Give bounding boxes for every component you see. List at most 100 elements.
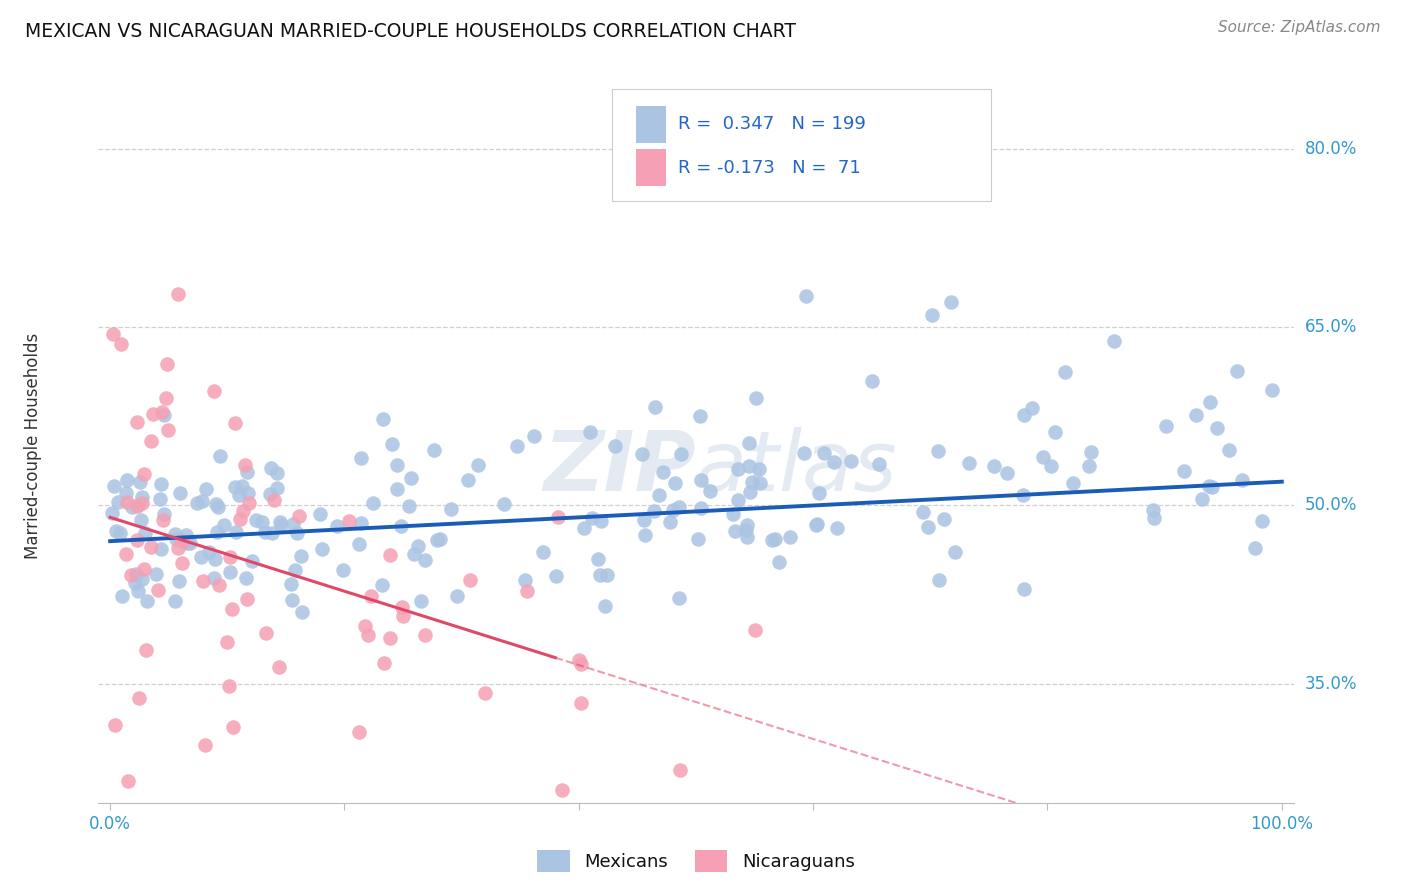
Point bbox=[174, 528, 197, 542]
Point bbox=[110, 525, 132, 540]
Point bbox=[727, 462, 749, 476]
Point bbox=[411, 594, 433, 608]
Point bbox=[224, 480, 246, 494]
Point bbox=[235, 571, 257, 585]
Point bbox=[136, 594, 159, 608]
Point bbox=[401, 471, 423, 485]
Point bbox=[589, 567, 612, 582]
Point bbox=[221, 602, 243, 616]
Point bbox=[146, 583, 169, 598]
Point bbox=[690, 500, 713, 515]
Point bbox=[669, 447, 692, 461]
Point bbox=[1142, 502, 1164, 516]
Point bbox=[572, 521, 595, 535]
Point bbox=[354, 619, 377, 633]
Point bbox=[204, 497, 226, 511]
Point bbox=[101, 326, 124, 341]
Point bbox=[569, 696, 592, 710]
Point bbox=[957, 456, 980, 470]
Point bbox=[131, 572, 153, 586]
Point bbox=[398, 499, 420, 513]
Point bbox=[363, 496, 385, 510]
Point bbox=[115, 486, 138, 500]
Point bbox=[215, 634, 238, 648]
Point bbox=[1012, 408, 1035, 422]
Point bbox=[392, 608, 415, 623]
Point bbox=[350, 516, 373, 530]
Point bbox=[291, 605, 314, 619]
Point bbox=[104, 717, 127, 731]
Point bbox=[252, 515, 274, 529]
Point bbox=[689, 473, 711, 487]
Point bbox=[727, 492, 749, 507]
Point bbox=[749, 476, 772, 491]
Point bbox=[1078, 459, 1101, 474]
Point bbox=[150, 542, 173, 557]
Point bbox=[467, 458, 489, 473]
Point bbox=[839, 453, 862, 467]
Point bbox=[266, 481, 288, 495]
Point bbox=[1260, 384, 1282, 398]
Point bbox=[446, 590, 468, 604]
Point bbox=[983, 459, 1005, 474]
Point bbox=[426, 533, 449, 547]
Point bbox=[1206, 420, 1229, 434]
Point bbox=[740, 485, 762, 500]
Point bbox=[1198, 395, 1220, 409]
Point bbox=[176, 536, 198, 550]
Point bbox=[658, 515, 681, 529]
Point bbox=[1102, 334, 1125, 348]
Point bbox=[325, 519, 347, 533]
Point bbox=[1012, 847, 1035, 861]
Point bbox=[391, 599, 413, 614]
Point bbox=[385, 458, 408, 472]
Point bbox=[281, 592, 304, 607]
Point bbox=[588, 551, 610, 566]
Point bbox=[603, 439, 626, 453]
Point bbox=[236, 465, 259, 479]
Point bbox=[1191, 492, 1213, 507]
Point bbox=[1154, 419, 1177, 434]
Point bbox=[688, 532, 710, 546]
Point bbox=[260, 461, 283, 475]
Point bbox=[129, 513, 152, 527]
Point bbox=[413, 628, 436, 642]
Point bbox=[546, 569, 568, 583]
Point bbox=[179, 535, 201, 549]
Point bbox=[763, 533, 786, 547]
Point bbox=[531, 545, 554, 559]
Point bbox=[373, 656, 395, 670]
Point bbox=[347, 536, 370, 550]
Point bbox=[207, 578, 229, 592]
Point bbox=[734, 523, 756, 537]
Point bbox=[155, 391, 177, 405]
Point bbox=[222, 720, 245, 734]
Point bbox=[263, 493, 285, 508]
Point bbox=[932, 512, 955, 526]
Point bbox=[280, 577, 302, 591]
Point bbox=[357, 628, 380, 642]
Point bbox=[170, 556, 193, 570]
Point bbox=[1201, 480, 1223, 494]
Point bbox=[156, 423, 179, 437]
Point bbox=[262, 525, 284, 540]
Point bbox=[167, 287, 190, 301]
Point bbox=[807, 486, 830, 500]
Point bbox=[284, 564, 307, 578]
Point bbox=[921, 308, 943, 322]
Point bbox=[129, 475, 152, 490]
Point bbox=[337, 514, 360, 528]
Point bbox=[1226, 364, 1249, 378]
Point bbox=[569, 657, 592, 671]
Point bbox=[198, 544, 221, 558]
Point bbox=[360, 589, 382, 603]
Point bbox=[474, 686, 496, 700]
Point bbox=[127, 498, 149, 512]
Point bbox=[219, 549, 242, 564]
Point bbox=[254, 626, 277, 640]
Point bbox=[460, 574, 482, 588]
Point bbox=[120, 568, 142, 582]
Point bbox=[152, 408, 174, 422]
Point bbox=[150, 405, 173, 419]
Point bbox=[745, 391, 768, 405]
